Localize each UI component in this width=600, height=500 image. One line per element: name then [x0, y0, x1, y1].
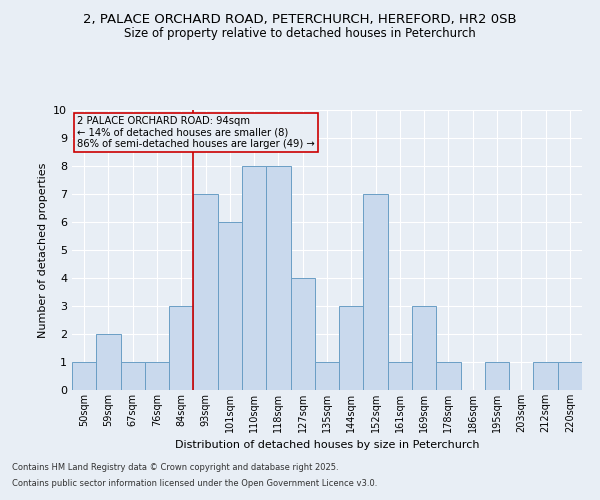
Bar: [145, 362, 169, 390]
Text: 2 PALACE ORCHARD ROAD: 94sqm
← 14% of detached houses are smaller (8)
86% of sem: 2 PALACE ORCHARD ROAD: 94sqm ← 14% of de…: [77, 116, 315, 149]
Bar: [388, 362, 412, 390]
Bar: [533, 362, 558, 390]
Bar: [169, 306, 193, 390]
Text: 2, PALACE ORCHARD ROAD, PETERCHURCH, HEREFORD, HR2 0SB: 2, PALACE ORCHARD ROAD, PETERCHURCH, HER…: [83, 12, 517, 26]
Bar: [72, 362, 96, 390]
Bar: [315, 362, 339, 390]
Bar: [412, 306, 436, 390]
Y-axis label: Number of detached properties: Number of detached properties: [38, 162, 47, 338]
Bar: [193, 194, 218, 390]
Bar: [364, 194, 388, 390]
Text: Size of property relative to detached houses in Peterchurch: Size of property relative to detached ho…: [124, 28, 476, 40]
Bar: [290, 278, 315, 390]
X-axis label: Distribution of detached houses by size in Peterchurch: Distribution of detached houses by size …: [175, 440, 479, 450]
Bar: [242, 166, 266, 390]
Bar: [436, 362, 461, 390]
Bar: [558, 362, 582, 390]
Text: Contains HM Land Registry data © Crown copyright and database right 2025.: Contains HM Land Registry data © Crown c…: [12, 464, 338, 472]
Bar: [96, 334, 121, 390]
Bar: [485, 362, 509, 390]
Bar: [121, 362, 145, 390]
Bar: [266, 166, 290, 390]
Bar: [218, 222, 242, 390]
Text: Contains public sector information licensed under the Open Government Licence v3: Contains public sector information licen…: [12, 478, 377, 488]
Bar: [339, 306, 364, 390]
